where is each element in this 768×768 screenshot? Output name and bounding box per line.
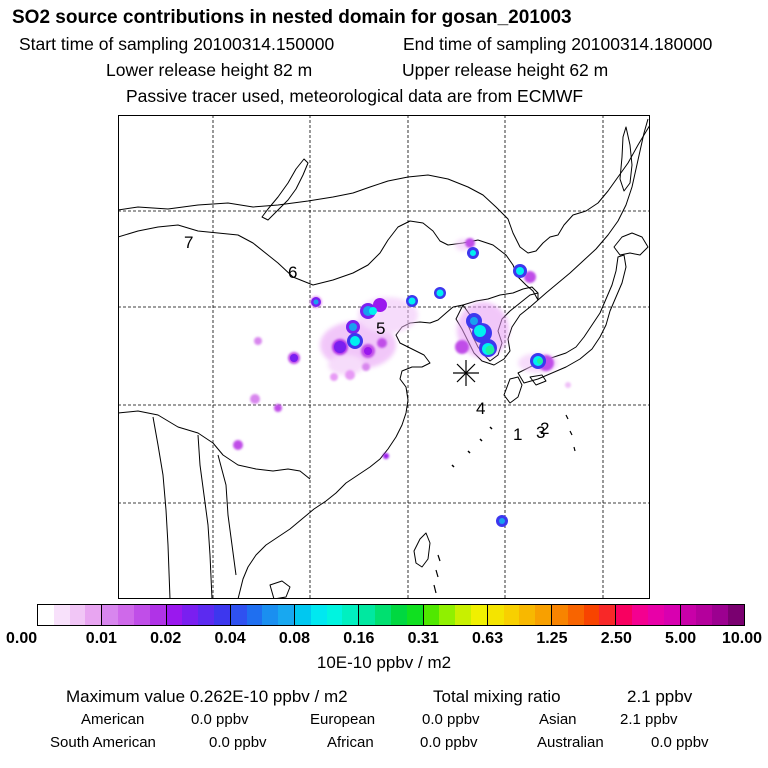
colorbar-cell [118,605,134,625]
colorbar-cell [69,605,86,625]
colorbar-cell [583,605,600,625]
colorbar-cell [663,605,680,625]
total-mixing-label: Total mixing ratio [433,687,561,706]
region-asian-value: 2.1 ppbv [620,711,678,728]
colorbar-cell [246,605,263,625]
region-label-4: 4 [476,399,485,418]
colorbar-cell [406,605,423,625]
colorbar-cell [375,605,391,625]
colorbar-cell [615,605,633,625]
region-australian-value: 0.0 ppbv [651,734,709,751]
colorbar-unit: 10E-10 ppbv / m2 [316,653,452,672]
colorbar-tick-label: 2.50 [600,630,632,647]
colorbar-tick-label: 10.00 [721,630,762,647]
model-note: Passive tracer used, meteorological data… [126,86,584,106]
max-value: Maximum value 0.262E-10 ppbv / m2 [66,687,348,706]
colorbar-cell [278,605,294,625]
colorbar-tick-label: 1.25 [536,630,568,647]
region-american-value: 0.0 ppbv [191,711,249,728]
colorbar-tick-label: 0.08 [278,630,311,647]
region-label-7: 7 [184,233,193,252]
colorbar-cell [101,605,119,625]
region-label-3: 3 [536,423,545,442]
colorbar-cell [326,605,343,625]
colorbar-cell [229,605,247,625]
colorbar-cell [358,605,376,625]
colorbar-tick-label: 0.01 [85,630,117,647]
colorbar-cell [647,605,664,625]
region-american-name: American [81,711,145,728]
colorbar-cell [712,605,728,625]
colorbar-tick-label: 0.63 [471,630,504,647]
map-frame [118,115,650,599]
colorbar-cell [567,605,584,625]
colorbar-cell [310,605,327,625]
colorbar-cell [679,605,697,625]
asterisk-icon [453,360,479,386]
colorbar-cell [262,605,279,625]
region-european-name: European [310,711,376,728]
region-south-american-name: South American [50,734,156,751]
release-lower: Lower release height 82 m [106,60,313,80]
region-african-name: African [327,734,374,751]
colorbar-cell [727,605,744,625]
colorbar-cell [342,605,359,625]
colorbar-cell [551,605,568,625]
colorbar-cell [390,605,407,625]
colorbar-cell [38,605,54,625]
colorbar-cell [294,605,311,625]
colorbar-cell [519,605,536,625]
colorbar-cell [632,605,648,625]
colorbar-tick-label: 0.02 [150,630,182,647]
colorbar-cell [486,605,504,625]
sampling-start: Start time of sampling 20100314.150000 [19,34,335,54]
region-label-6: 6 [288,263,297,282]
release-upper: Upper release height 62 m [402,60,609,80]
colorbar-cell [535,605,551,625]
map-panel: 1 2 3 4 5 6 7 [118,115,650,599]
region-african-value: 0.0 ppbv [420,734,478,751]
sampling-end: End time of sampling 20100314.180000 [403,34,713,54]
colorbar-cell [182,605,199,625]
colorbar-cell [455,605,471,625]
colorbar-tick-label: 0.31 [407,630,439,647]
colorbar-ticks: 0.00 0.01 0.02 0.04 0.08 0.16 0.31 0.63 1.25 2.50… [0,630,768,650]
region-european-value: 0.0 ppbv [422,711,480,728]
colorbar-cell [85,605,102,625]
colorbar-cell [696,605,713,625]
colorbar-cell [133,605,150,625]
colorbar-cell [439,605,456,625]
region-asian-name: Asian [539,711,577,728]
colorbar-cell [470,605,487,625]
colorbar-cell [198,605,214,625]
region-australian-name: Australian [537,734,604,751]
region-label-1: 1 [513,425,522,444]
colorbar-cell [422,605,440,625]
colorbar-cell [53,605,70,625]
page-title: SO2 source contributions in nested domai… [12,7,572,28]
colorbar-cell [503,605,520,625]
region-label-2: 2 [540,419,549,438]
colorbar-cell [165,605,183,625]
colorbar-cell [149,605,166,625]
plume-field [233,238,571,527]
region-label-5: 5 [376,319,385,338]
colorbar-tick-label: 0.00 [6,630,38,647]
colorbar-cell [599,605,616,625]
colorbar-tick-label: 5.00 [665,630,697,647]
colorbar-tick-label: 0.04 [214,630,246,647]
colorbar [37,604,745,626]
colorbar-cell [213,605,230,625]
region-south-american-value: 0.0 ppbv [209,734,267,751]
total-mixing-value: 2.1 ppbv [627,687,693,706]
colorbar-tick-label: 0.16 [343,630,375,647]
